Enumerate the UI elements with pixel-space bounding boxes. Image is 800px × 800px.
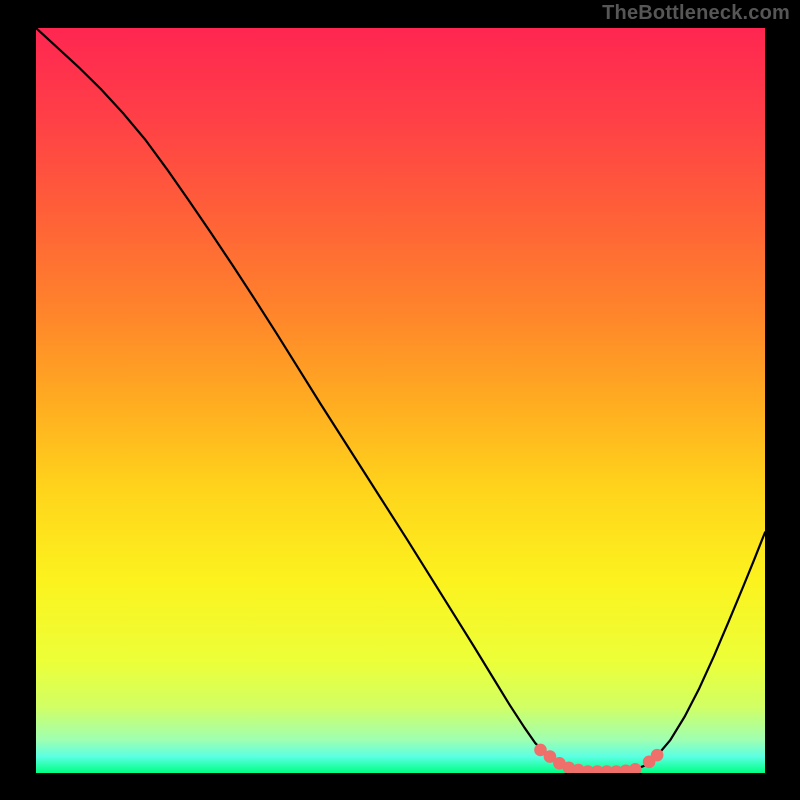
chart-container: TheBottleneck.com bbox=[0, 0, 800, 800]
valley-marker bbox=[651, 749, 663, 761]
plot-area bbox=[36, 28, 765, 773]
plot-svg bbox=[36, 28, 765, 773]
watermark-text: TheBottleneck.com bbox=[602, 2, 790, 25]
valley-marker bbox=[629, 763, 641, 773]
